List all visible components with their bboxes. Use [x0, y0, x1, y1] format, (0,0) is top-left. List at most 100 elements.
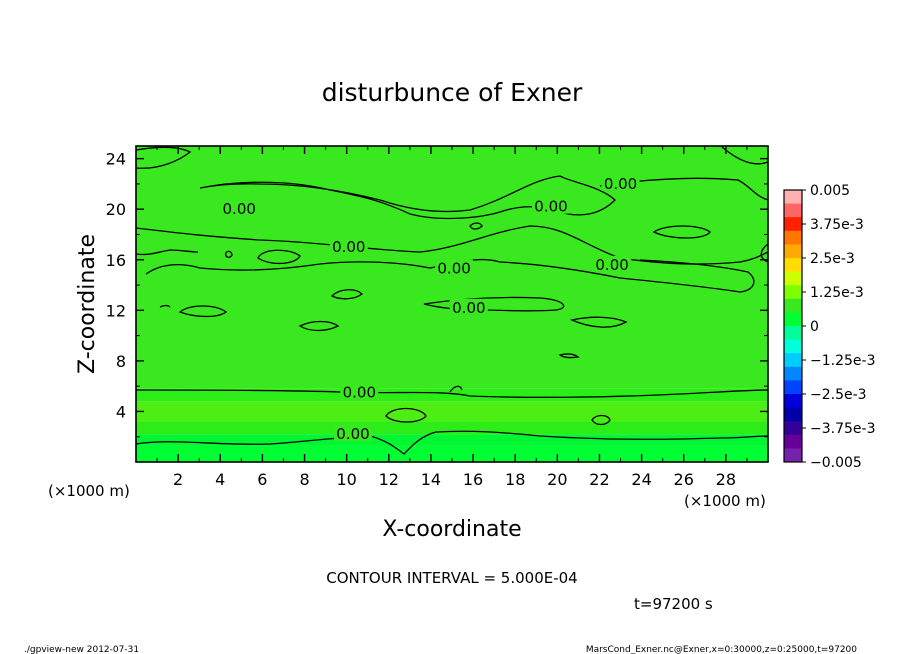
x-tick-label: 22	[589, 470, 609, 489]
colorbar-swatch	[784, 366, 802, 381]
chart-title: disturbunce of Exner	[322, 78, 583, 107]
contour-line	[569, 316, 628, 328]
y-tick-label: 4	[116, 402, 126, 421]
contour-line	[225, 250, 233, 259]
contour-label-bg	[532, 197, 571, 214]
colorbar-swatch	[784, 353, 802, 368]
field-band	[136, 421, 768, 435]
x-axis-unit-label: (×1000 m)	[48, 482, 130, 500]
y-tick-label: 16	[106, 251, 126, 270]
contour-line	[145, 258, 755, 293]
colorbar-label: −1.25e-3	[810, 353, 875, 369]
x-axis-label: X-coordinate	[382, 517, 521, 542]
contour-line	[385, 407, 427, 423]
colorbar-swatch	[784, 434, 802, 449]
x-tick-label: 16	[463, 470, 483, 489]
contour-label-bg	[329, 238, 368, 255]
contour-line	[760, 243, 769, 263]
contour-line	[159, 304, 171, 308]
colorbar-label: −2.5e-3	[810, 387, 867, 403]
field-band	[136, 434, 768, 446]
colorbar-label: 0.005	[810, 183, 850, 199]
x-tick-label: 24	[631, 470, 651, 489]
colorbar-label: −3.75e-3	[810, 421, 875, 437]
contour-line	[257, 249, 301, 265]
contour-label: 0.00	[437, 260, 470, 278]
x-tick-label: 18	[505, 470, 525, 489]
contour-label: 0.00	[343, 383, 376, 401]
colorbar-swatch	[784, 339, 802, 354]
colorbar-swatch	[784, 271, 802, 286]
colorbar-swatch	[784, 203, 802, 218]
colorbar: 0.005 3.75e-3 2.5e-3 1.25e-3 0 −1.25e-3 −2.5e-…	[783, 183, 875, 471]
colorbar-swatch	[784, 394, 802, 409]
contour-interval-text: CONTOUR INTERVAL = 5.000E-04	[326, 569, 577, 587]
colorbar-label: 1.25e-3	[810, 285, 864, 301]
contour-line	[135, 225, 769, 265]
contour-label-bg	[435, 259, 474, 276]
field-band	[136, 388, 768, 402]
contour-line	[135, 146, 192, 169]
x-tick-label: 20	[547, 470, 567, 489]
colorbar-label: 0	[810, 319, 819, 335]
x-tick-label: 14	[421, 470, 441, 489]
footer-right: MarsCond_Exner.nc@Exner,x=0:30000,z=0:25…	[586, 645, 857, 654]
contour-label: 0.00	[452, 299, 485, 317]
contour-line	[469, 222, 483, 230]
colorbar-swatch	[784, 217, 802, 232]
colorbar-label: 2.5e-3	[810, 251, 855, 267]
contour-line	[591, 414, 611, 426]
contour-line	[330, 289, 363, 300]
x-tick-label: 26	[674, 470, 694, 489]
contour-line	[135, 430, 769, 455]
colorbar-swatch	[784, 448, 802, 463]
contour-line	[558, 353, 580, 359]
contour-line	[178, 305, 228, 318]
colorbar-swatch	[784, 407, 802, 422]
y-axis-label: Z-coordinate	[75, 234, 100, 374]
contour-label-bg	[340, 383, 379, 400]
contour-label: 0.00	[595, 256, 628, 274]
field-band	[136, 445, 768, 462]
y-tick-label: 20	[106, 200, 126, 219]
contour-label-bg	[601, 174, 640, 191]
colorbar-swatch	[784, 230, 802, 245]
contour-label-bg	[593, 255, 632, 272]
colorbar-swatch	[784, 380, 802, 395]
colorbar-swatch	[784, 298, 802, 313]
colorbar-swatch	[784, 421, 802, 436]
contour-label: 0.00	[534, 198, 567, 216]
contour-line	[652, 225, 711, 239]
colorbar-label: −0.005	[810, 455, 862, 471]
x-tick-label: 28	[716, 470, 736, 489]
contour-line	[298, 320, 340, 332]
y-tick-label: 12	[106, 301, 126, 320]
colorbar-label: 3.75e-3	[810, 217, 864, 233]
x-tick-label: 4	[215, 470, 225, 489]
x-tick-label: 12	[379, 470, 399, 489]
contour-labels: 0.00 0.00 0.00 0.00 0.00 0.00 0.00 0.00 0.00	[220, 174, 640, 443]
field-band	[136, 401, 768, 422]
x-tick-label: 6	[257, 470, 267, 489]
time-text: t=97200 s	[634, 595, 713, 613]
colorbar-swatch	[784, 258, 802, 273]
contour-label: 0.00	[223, 200, 256, 218]
contour-label: 0.00	[336, 425, 369, 443]
contour-label-bg	[449, 298, 488, 315]
contour-label-bg	[220, 200, 259, 217]
contour-line	[449, 385, 463, 393]
x-tick-label: 2	[173, 470, 183, 489]
contour-line	[199, 175, 616, 220]
x-tick-label: 10	[336, 470, 356, 489]
x-tick-label: 8	[299, 470, 309, 489]
colorbar-swatch	[784, 190, 802, 205]
contour-label: 0.00	[332, 238, 365, 256]
contour-line	[135, 389, 769, 398]
colorbar-swatch	[784, 326, 802, 341]
colorbar-swatch	[784, 285, 802, 300]
footer-left: ./gpview-new 2012-07-31	[24, 645, 139, 654]
contour-label-bg	[333, 425, 372, 442]
